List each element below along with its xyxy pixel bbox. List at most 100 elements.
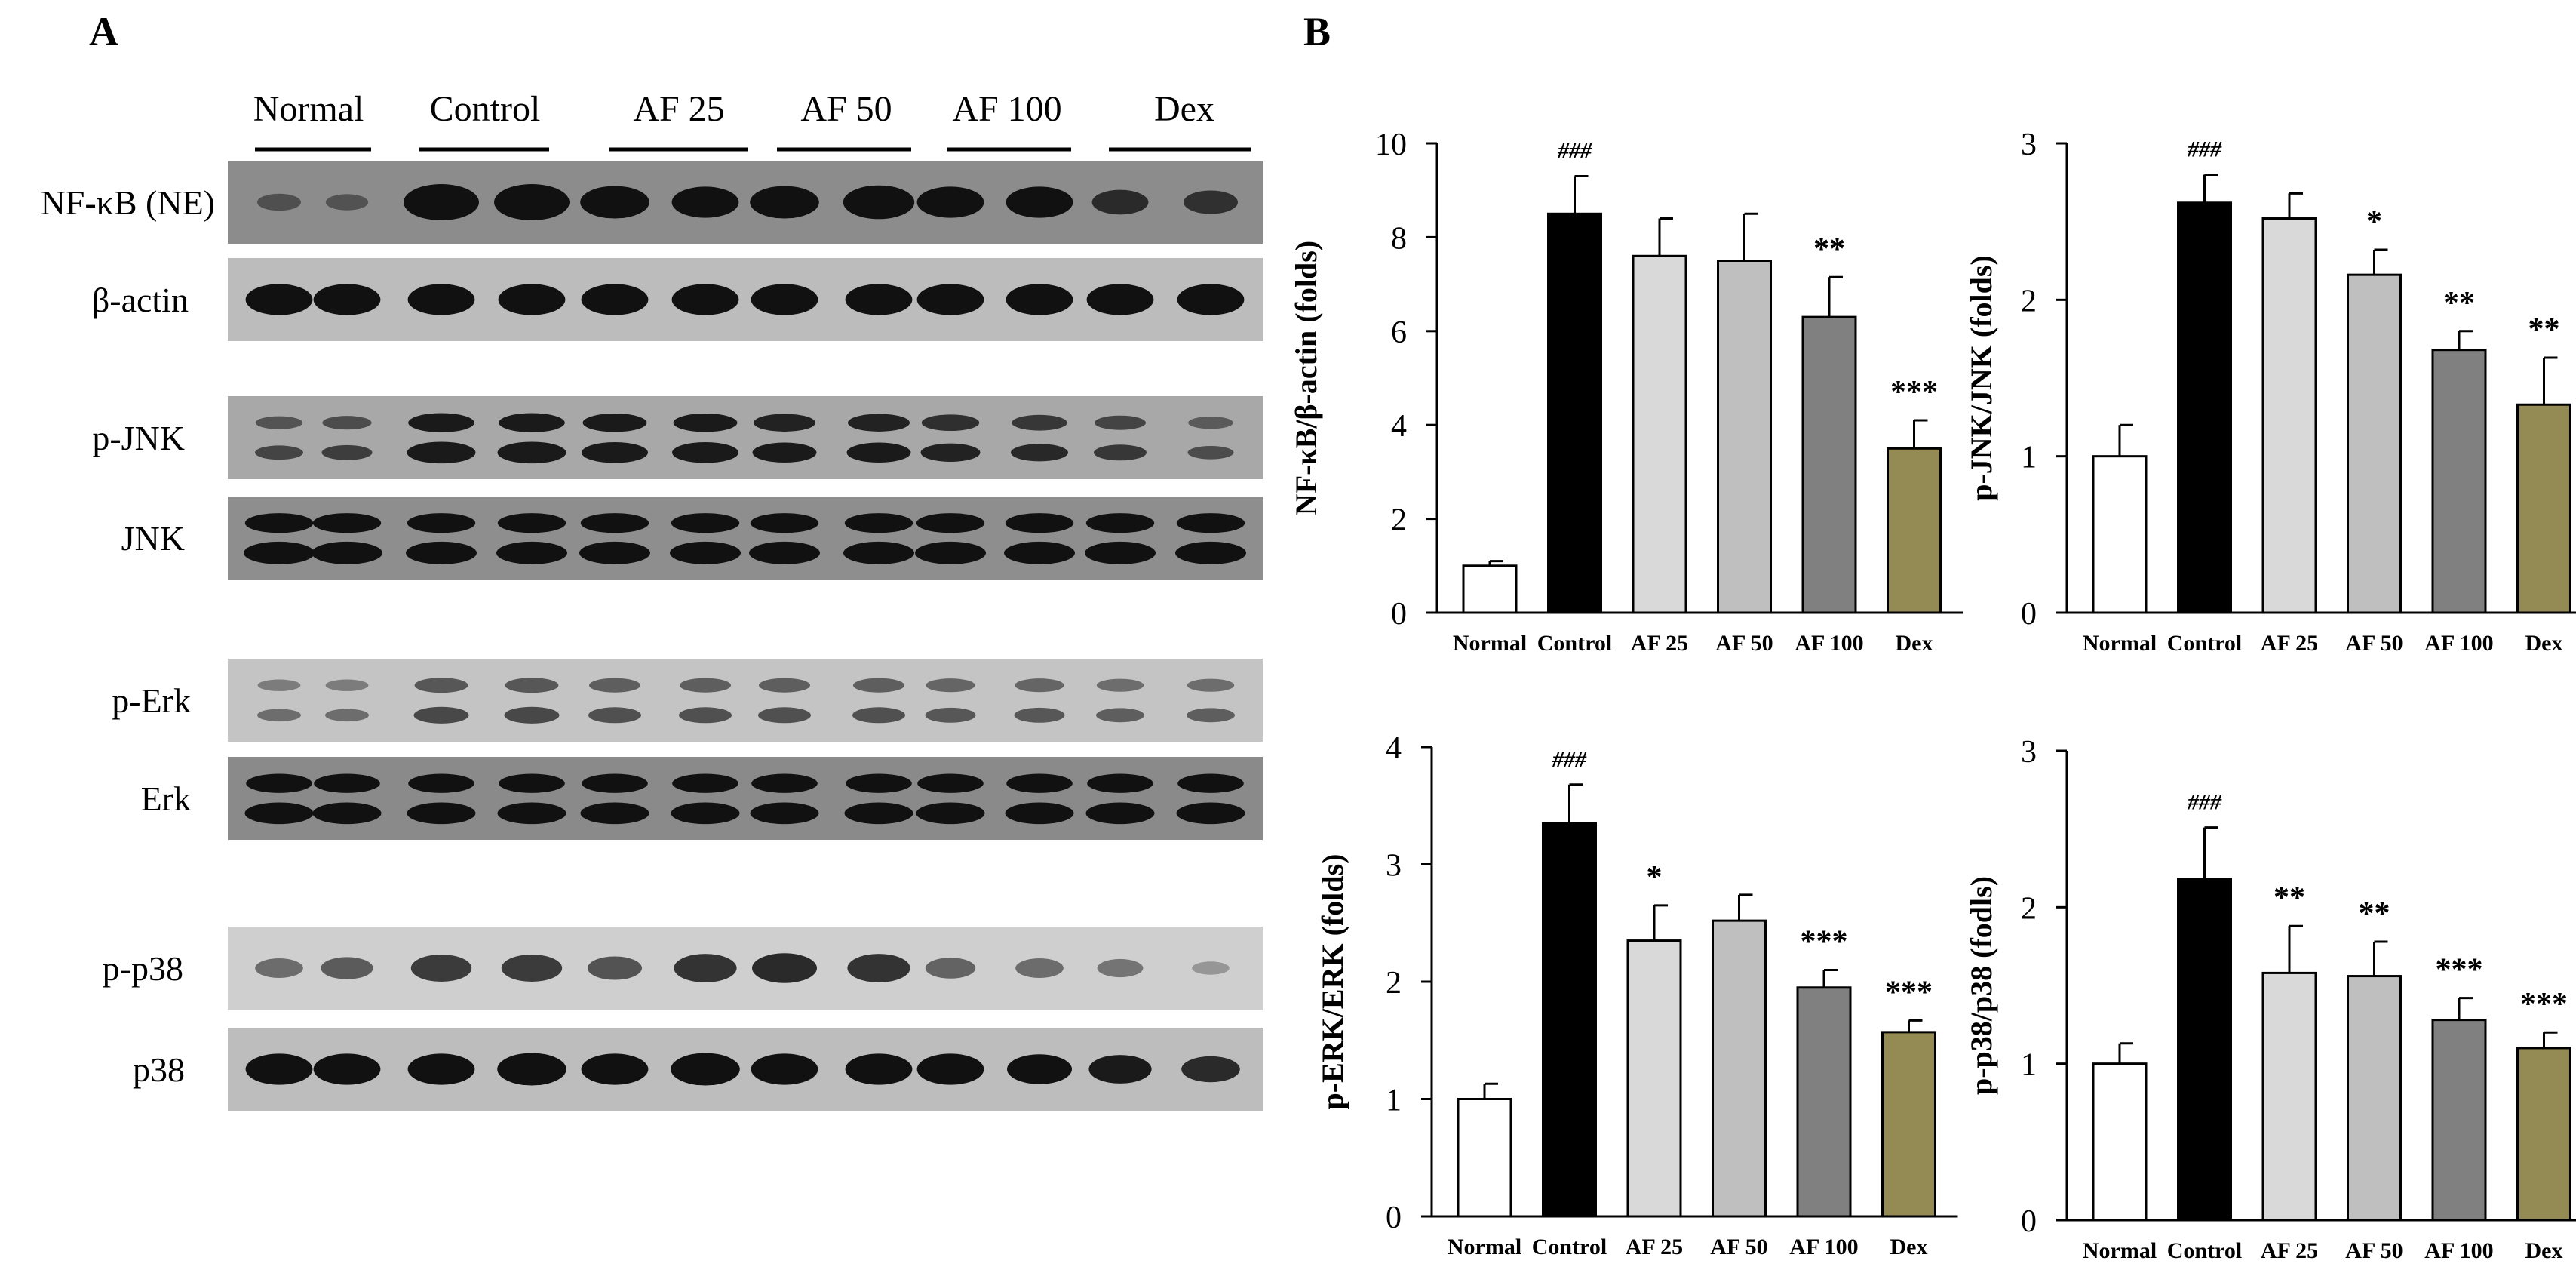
bar: [2177, 201, 2232, 614]
blot-band: [244, 802, 314, 825]
blot-band: [1096, 708, 1144, 723]
blot-band: [255, 416, 303, 429]
blot-band: [1014, 707, 1065, 723]
blot-band: [1094, 444, 1147, 461]
bar: [2261, 971, 2317, 1222]
blot-band: [1012, 414, 1067, 431]
blot-band: [589, 678, 640, 693]
blot-band: [1006, 186, 1073, 218]
blot-band: [671, 513, 740, 533]
blot-band: [1011, 444, 1068, 462]
blot-band: [848, 414, 910, 432]
blot-band: [844, 802, 913, 825]
blot-band: [1096, 678, 1144, 692]
blot-band: [406, 541, 477, 564]
blot-band: [843, 185, 915, 220]
blot-band: [325, 679, 369, 691]
blot-band: [501, 954, 563, 982]
blot-band: [505, 678, 559, 693]
blot-band: [671, 186, 739, 218]
y-tick-label: 1: [2021, 1048, 2037, 1083]
blot-background: [228, 161, 1263, 244]
group-labels: Normal Control AF 25 AF 50 AF 100 Dex: [253, 89, 1251, 152]
blot-band: [404, 184, 479, 220]
x-tick-label: AF 50: [1710, 1234, 1767, 1259]
blot-band: [499, 773, 565, 793]
x-tick-label: AF 25: [2261, 631, 2318, 656]
blot-band: [915, 541, 986, 564]
significance-label: ***: [1801, 924, 1848, 959]
blot-band: [920, 443, 981, 462]
bar: [2092, 455, 2148, 614]
blot-band: [1177, 284, 1245, 315]
blot-band: [407, 284, 475, 315]
significance-label: ***: [1890, 375, 1938, 410]
blot-band: [580, 513, 649, 533]
blot-band: [1015, 958, 1064, 978]
blot-band: [255, 445, 303, 460]
y-tick-label: 3: [1386, 849, 1402, 884]
bar: [2347, 273, 2402, 614]
blot-band: [407, 1053, 475, 1085]
x-tick-label: Normal: [2083, 631, 2157, 656]
blot-band: [1007, 1054, 1072, 1084]
blot-band: [852, 707, 905, 724]
blot-band: [257, 679, 301, 691]
blot-band: [407, 441, 476, 464]
x-tick-label: AF 25: [1631, 631, 1688, 656]
blot-background: [228, 757, 1263, 840]
blot-band: [846, 773, 912, 793]
x-tick-label: Control: [1532, 1234, 1607, 1259]
blot-band: [582, 442, 648, 463]
significance-label: *: [2366, 204, 2382, 239]
bar: [2347, 975, 2402, 1222]
y-tick-label: 2: [1386, 966, 1402, 1001]
blot-band: [1085, 513, 1155, 533]
blot-band: [673, 414, 738, 432]
blot-band: [312, 513, 382, 533]
blot-band: [749, 541, 820, 564]
bar: [2177, 878, 2232, 1222]
blot-band: [312, 541, 382, 564]
blot-band: [312, 802, 382, 825]
blot-band: [1085, 802, 1155, 825]
blot-label: p-JNK: [92, 419, 185, 457]
y-tick-label: 0: [2021, 597, 2037, 632]
blot-band: [579, 541, 650, 564]
y-tick-label: 2: [2021, 284, 2037, 318]
x-tick-label: Control: [2167, 1238, 2242, 1263]
blot-band: [1085, 541, 1156, 564]
blot-band: [407, 802, 476, 825]
y-tick-label: 0: [1391, 597, 1407, 632]
blot-label: NF-κB (NE): [41, 183, 215, 222]
blot-band: [244, 513, 314, 533]
x-tick-label: AF 100: [2424, 1238, 2493, 1263]
blot-band: [844, 513, 913, 533]
blot-band: [414, 678, 468, 693]
blot-band: [582, 773, 648, 793]
blot-background: [228, 927, 1263, 1010]
blot-band: [925, 707, 976, 723]
blot-band: [494, 184, 570, 220]
blot-band: [853, 678, 904, 693]
y-tick-label: 1: [1386, 1084, 1402, 1118]
y-tick-label: 3: [2021, 128, 2037, 162]
y-axis-label: p-ERK/ERK (folds): [1316, 854, 1349, 1110]
blot-band: [1091, 189, 1149, 215]
blot-band: [670, 541, 741, 564]
blot-band: [497, 441, 566, 464]
blot-band: [413, 706, 469, 724]
blot-band: [245, 1053, 313, 1085]
significance-label: ***: [1885, 975, 1933, 1010]
y-tick-label: 8: [1391, 221, 1407, 256]
blot-band: [588, 707, 641, 724]
blot-band: [1087, 773, 1153, 793]
blot-band: [750, 186, 819, 219]
significance-label: *: [1647, 860, 1663, 895]
x-tick-label: Control: [2167, 631, 2242, 656]
blot-band: [325, 194, 369, 211]
y-axis-label: p-JNK/JNK (folds): [1964, 255, 1998, 501]
x-tick-label: AF 25: [2261, 1238, 2318, 1263]
blot-label: Erk: [141, 779, 191, 818]
x-tick-label: AF 50: [2345, 631, 2403, 656]
